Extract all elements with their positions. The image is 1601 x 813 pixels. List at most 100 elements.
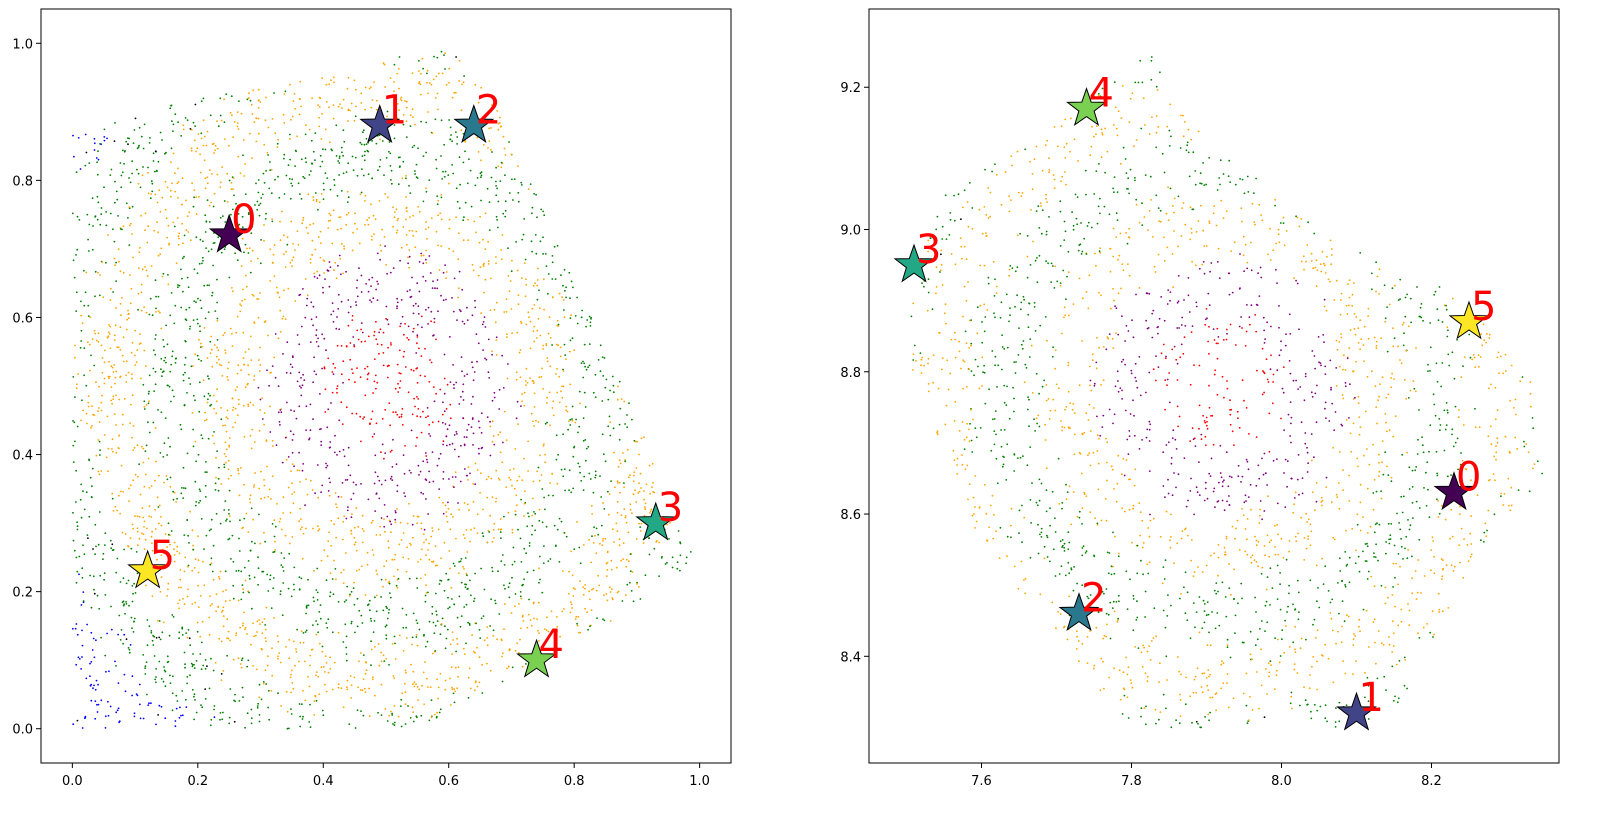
right-data-point [1305, 638, 1307, 641]
left-data-point [327, 220, 330, 222]
left-data-point [250, 643, 252, 646]
left-data-point [79, 168, 82, 170]
left-data-point [605, 378, 608, 381]
left-data-point [315, 589, 318, 591]
left-data-point [491, 151, 493, 153]
left-data-point [351, 249, 354, 252]
left-data-point [165, 217, 168, 220]
left-data-point [395, 463, 398, 466]
left-data-point [511, 178, 513, 181]
left-data-point [327, 671, 330, 674]
left-data-point [253, 576, 256, 579]
right-data-point [1375, 290, 1377, 293]
left-data-point [321, 645, 324, 648]
left-data-point [345, 653, 348, 655]
left-data-point [602, 375, 605, 377]
left-data-point [95, 679, 98, 682]
left-data-point [277, 655, 279, 658]
left-data-point [500, 537, 502, 539]
left-data-point [164, 417, 167, 419]
right-data-point [1364, 543, 1367, 545]
left-data-point [329, 481, 331, 484]
left-data-point [435, 230, 438, 233]
left-data-point [444, 423, 447, 425]
left-data-point [617, 385, 619, 388]
left-data-point [260, 470, 262, 473]
left-data-point [154, 370, 157, 373]
right-data-point [920, 364, 922, 367]
left-data-point [92, 548, 94, 550]
left-data-point [279, 424, 281, 426]
left-data-point [484, 212, 487, 215]
left-data-point [252, 89, 255, 92]
left-data-point [454, 471, 457, 473]
right-data-point [1104, 498, 1107, 500]
left-data-point [235, 202, 237, 205]
left-data-point [477, 342, 480, 345]
left-data-point [523, 502, 526, 505]
left-data-point [636, 583, 638, 585]
right-data-point [1315, 421, 1318, 424]
left-data-point [247, 531, 250, 533]
left-data-point [154, 508, 157, 511]
left-data-point [618, 423, 621, 426]
left-data-point [197, 559, 200, 562]
left-data-point [425, 190, 428, 193]
left-data-point [375, 320, 377, 323]
right-data-point [1279, 655, 1282, 657]
left-data-point [439, 212, 442, 215]
left-data-point [346, 201, 349, 204]
right-data-point [1017, 587, 1020, 590]
left-data-point [504, 603, 506, 606]
left-data-point [316, 525, 319, 528]
left-plot-frame [40, 8, 732, 764]
right-data-point [1454, 405, 1457, 408]
left-data-point [462, 81, 465, 84]
left-data-point [390, 523, 393, 526]
left-data-point [122, 600, 125, 603]
left-data-point [204, 214, 207, 217]
left-data-point [227, 468, 230, 471]
left-data-point [128, 206, 131, 209]
left-data-point [355, 507, 358, 509]
left-data-point [575, 615, 578, 618]
left-data-point [98, 607, 101, 610]
right-data-point [1280, 417, 1282, 420]
left-data-point [97, 332, 100, 335]
left-data-point [133, 712, 136, 715]
left-data-point [93, 142, 96, 145]
left-data-point [203, 284, 206, 287]
left-data-point [94, 700, 97, 702]
left-data-point [231, 345, 234, 347]
left-data-point [280, 552, 283, 554]
left-data-point [351, 368, 353, 371]
left-data-point [291, 185, 294, 187]
left-data-point [569, 297, 571, 300]
left-data-point [467, 621, 469, 624]
left-data-point [385, 560, 388, 562]
left-data-point [350, 684, 353, 686]
left-data-point [460, 444, 462, 447]
left-data-point [196, 621, 199, 624]
left-data-point [328, 83, 331, 86]
left-data-point [176, 182, 179, 185]
left-data-point [248, 92, 250, 94]
left-data-point [165, 361, 167, 364]
left-data-point [209, 724, 212, 727]
left-data-point [407, 705, 409, 707]
left-data-point [504, 215, 507, 218]
left-data-point [85, 384, 88, 387]
right-data-point [1270, 325, 1272, 328]
left-data-point [608, 513, 610, 516]
right-data-point [1061, 502, 1064, 504]
left-data-point [307, 193, 310, 196]
left-data-point [249, 549, 252, 552]
left-data-point [427, 226, 430, 229]
left-data-point [574, 588, 576, 590]
left-data-point [257, 117, 260, 120]
left-data-point [490, 149, 492, 151]
left-data-point [400, 246, 403, 249]
left-data-point [211, 365, 214, 368]
left-centroid-label-4: 4 [539, 622, 564, 668]
left-data-point [620, 559, 622, 562]
